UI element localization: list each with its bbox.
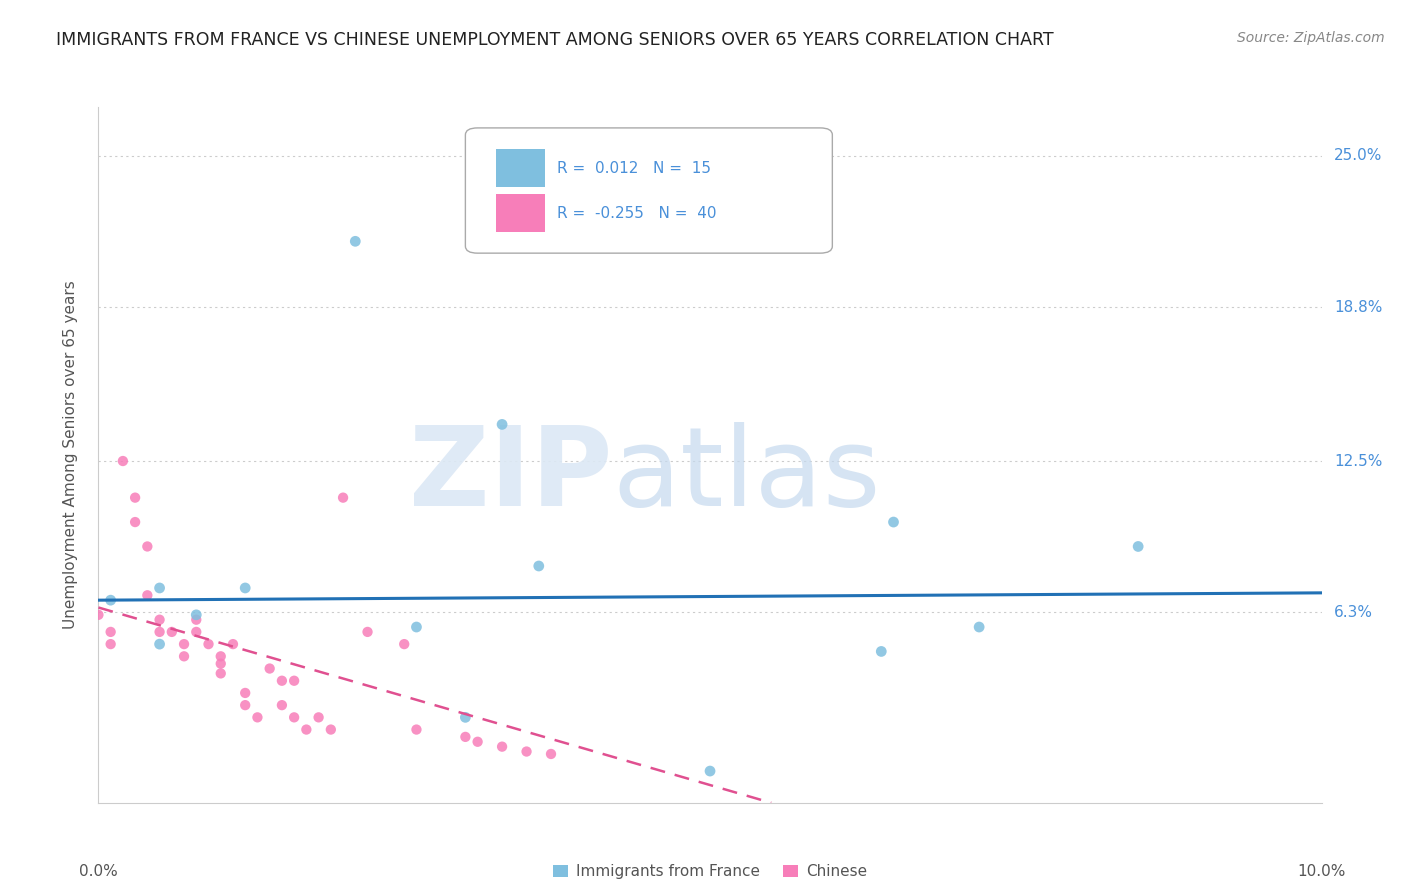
Point xyxy=(270,698,292,713)
Text: 10.0%: 10.0% xyxy=(1298,863,1346,879)
Point xyxy=(186,613,208,627)
Text: 6.3%: 6.3% xyxy=(1334,605,1372,620)
Point xyxy=(454,730,477,744)
Y-axis label: Unemployment Among Seniors over 65 years: Unemployment Among Seniors over 65 years xyxy=(63,281,77,629)
Point xyxy=(491,417,513,432)
Text: R =  -0.255   N =  40: R = -0.255 N = 40 xyxy=(557,206,717,221)
Point xyxy=(295,723,318,737)
Point xyxy=(870,644,893,658)
Point xyxy=(111,454,134,468)
Point xyxy=(209,657,232,671)
Point xyxy=(197,637,219,651)
Point xyxy=(405,723,427,737)
Point xyxy=(149,637,172,651)
Bar xyxy=(496,194,546,232)
Point xyxy=(233,698,256,713)
Point xyxy=(283,673,305,688)
Point xyxy=(283,710,305,724)
Text: 12.5%: 12.5% xyxy=(1334,453,1382,468)
Point xyxy=(454,710,477,724)
Point xyxy=(332,491,354,505)
Point xyxy=(308,710,330,724)
Legend: Immigrants from France, Chinese: Immigrants from France, Chinese xyxy=(547,858,873,886)
Point xyxy=(149,613,172,627)
Point xyxy=(491,739,513,754)
Point xyxy=(173,637,195,651)
Text: IMMIGRANTS FROM FRANCE VS CHINESE UNEMPLOYMENT AMONG SENIORS OVER 65 YEARS CORRE: IMMIGRANTS FROM FRANCE VS CHINESE UNEMPL… xyxy=(56,31,1054,49)
Point xyxy=(100,593,122,607)
Point xyxy=(209,649,232,664)
Point xyxy=(233,686,256,700)
Point xyxy=(173,649,195,664)
Text: atlas: atlas xyxy=(612,422,880,529)
Point xyxy=(527,559,550,574)
Point xyxy=(160,624,183,639)
Point xyxy=(233,581,256,595)
Point xyxy=(136,588,159,602)
Point xyxy=(124,515,146,529)
Point xyxy=(883,515,905,529)
Point xyxy=(467,735,489,749)
Point xyxy=(186,624,208,639)
Point xyxy=(540,747,562,761)
Point xyxy=(392,637,416,651)
Point xyxy=(259,661,281,675)
Point xyxy=(100,637,122,651)
Text: 25.0%: 25.0% xyxy=(1334,148,1382,163)
Text: Source: ZipAtlas.com: Source: ZipAtlas.com xyxy=(1237,31,1385,45)
Text: 0.0%: 0.0% xyxy=(79,863,118,879)
Point xyxy=(222,637,245,651)
Point xyxy=(344,235,367,249)
Point xyxy=(319,723,342,737)
Point xyxy=(100,624,122,639)
Point xyxy=(270,673,292,688)
Bar xyxy=(496,149,546,187)
Point xyxy=(1128,540,1150,554)
Point xyxy=(699,764,721,778)
Point xyxy=(149,624,172,639)
Point xyxy=(186,607,208,622)
Point xyxy=(124,491,146,505)
Text: ZIP: ZIP xyxy=(409,422,612,529)
Point xyxy=(87,607,110,622)
Point xyxy=(209,666,232,681)
Point xyxy=(356,624,378,639)
Text: R =  0.012   N =  15: R = 0.012 N = 15 xyxy=(557,161,711,176)
Point xyxy=(246,710,269,724)
Point xyxy=(405,620,427,634)
Point xyxy=(136,540,159,554)
FancyBboxPatch shape xyxy=(465,128,832,253)
Point xyxy=(967,620,990,634)
Point xyxy=(149,581,172,595)
Point xyxy=(516,745,538,759)
Text: 18.8%: 18.8% xyxy=(1334,300,1382,315)
